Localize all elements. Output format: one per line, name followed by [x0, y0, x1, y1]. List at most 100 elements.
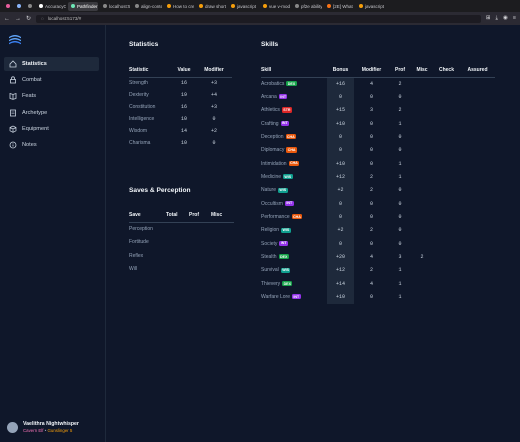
skill-prof-input[interactable]: 0: [398, 187, 402, 194]
skill-misc-input[interactable]: [411, 157, 433, 170]
skill-misc-input[interactable]: [411, 144, 433, 157]
sidebar-item-archetype[interactable]: Archetype: [4, 106, 99, 120]
reload-icon[interactable]: ↻: [26, 15, 32, 22]
browser-tab[interactable]: draw short: [196, 2, 226, 11]
skill-check-button[interactable]: [433, 90, 460, 103]
extensions-icon[interactable]: ⊞: [485, 15, 491, 21]
skill-prof-input[interactable]: 1: [398, 174, 402, 181]
address-bar[interactable]: ◌ localhost:5173/#: [36, 14, 481, 23]
skill-assured-toggle[interactable]: [460, 104, 495, 117]
sidebar-item-equipment[interactable]: Equipment: [4, 122, 99, 136]
skill-assured-toggle[interactable]: [460, 291, 495, 304]
browser-tab[interactable]: [25, 2, 34, 11]
skill-misc-input[interactable]: [411, 197, 433, 210]
menu-icon[interactable]: ≡: [512, 15, 516, 21]
skill-misc-input[interactable]: [411, 170, 433, 183]
skill-misc-input[interactable]: [411, 224, 433, 237]
character-profile[interactable]: Vaelithra Nightwhisper Cavern Elf • Guns…: [7, 421, 79, 433]
downloads-icon[interactable]: ⤓: [495, 15, 498, 21]
back-icon[interactable]: ←: [4, 15, 10, 22]
skill-check-button[interactable]: [433, 264, 460, 277]
skill-prof-input[interactable]: 0: [398, 240, 402, 247]
stat-value-input[interactable]: 16: [180, 80, 187, 87]
save-prof[interactable]: [189, 249, 211, 263]
skill-misc-input[interactable]: [411, 130, 433, 143]
skill-check-button[interactable]: [433, 144, 460, 157]
skill-check-button[interactable]: [433, 237, 460, 250]
skill-prof-input[interactable]: 2: [398, 80, 402, 87]
skill-check-button[interactable]: [433, 130, 460, 143]
skill-prof-input[interactable]: 2: [398, 107, 402, 114]
skill-assured-toggle[interactable]: [460, 130, 495, 143]
skill-assured-toggle[interactable]: [460, 170, 495, 183]
skill-assured-toggle[interactable]: [460, 90, 495, 103]
skill-prof-input[interactable]: 0: [398, 214, 402, 221]
skill-prof-input[interactable]: 3: [398, 254, 402, 261]
skill-prof-input[interactable]: 0: [398, 227, 402, 234]
skill-prof-input[interactable]: 1: [398, 294, 402, 301]
save-prof[interactable]: [189, 236, 211, 250]
save-misc[interactable]: [211, 263, 234, 277]
browser-tab[interactable]: How to cre: [164, 2, 194, 11]
stat-value-input[interactable]: 10: [180, 116, 187, 122]
skill-assured-toggle[interactable]: [460, 264, 495, 277]
skill-misc-input[interactable]: [411, 104, 433, 117]
skill-assured-toggle[interactable]: [460, 77, 495, 90]
skill-prof-input[interactable]: 1: [398, 120, 402, 127]
sidebar-item-statistics[interactable]: Statistics: [4, 57, 99, 71]
skill-misc-input[interactable]: [411, 264, 433, 277]
skill-check-button[interactable]: [433, 224, 460, 237]
skill-check-button[interactable]: [433, 250, 460, 263]
skill-misc-input[interactable]: [411, 90, 433, 103]
skill-misc-input[interactable]: [411, 291, 433, 304]
browser-tab[interactable]: javascript: [228, 2, 258, 11]
browser-tab[interactable]: [14, 2, 23, 11]
app-logo-icon[interactable]: [8, 34, 22, 45]
skill-check-button[interactable]: [433, 277, 460, 290]
skill-misc-input[interactable]: [411, 117, 433, 130]
skill-misc-input[interactable]: [411, 184, 433, 197]
browser-tab[interactable]: align-conte: [132, 2, 162, 11]
stat-value-input[interactable]: 16: [180, 104, 187, 110]
browser-tab[interactable]: AccuracyCo: [36, 2, 66, 11]
skill-misc-input[interactable]: [411, 237, 433, 250]
account-icon[interactable]: ◉: [502, 15, 508, 21]
skill-prof-input[interactable]: 0: [398, 94, 402, 101]
stat-value-input[interactable]: 10: [180, 140, 187, 146]
skill-assured-toggle[interactable]: [460, 277, 495, 290]
skill-misc-input[interactable]: 2: [420, 254, 424, 261]
skill-assured-toggle[interactable]: [460, 224, 495, 237]
browser-tab[interactable]: Pathfinder: [68, 1, 98, 11]
skill-assured-toggle[interactable]: [460, 184, 495, 197]
skill-assured-toggle[interactable]: [460, 144, 495, 157]
skill-check-button[interactable]: [433, 291, 460, 304]
skill-check-button[interactable]: [433, 104, 460, 117]
skill-misc-input[interactable]: [411, 277, 433, 290]
stat-value-input[interactable]: 14: [180, 128, 187, 134]
skill-assured-toggle[interactable]: [460, 157, 495, 170]
forward-icon[interactable]: →: [15, 15, 21, 22]
browser-tab[interactable]: [3, 2, 12, 11]
stat-value-input[interactable]: 19: [180, 92, 187, 98]
save-misc[interactable]: [211, 249, 234, 263]
skill-check-button[interactable]: [433, 117, 460, 130]
skill-assured-toggle[interactable]: [460, 237, 495, 250]
skill-assured-toggle[interactable]: [460, 197, 495, 210]
skill-check-button[interactable]: [433, 210, 460, 223]
browser-tab[interactable]: javascript: [356, 2, 386, 11]
skill-prof-input[interactable]: 0: [398, 147, 402, 154]
browser-tab[interactable]: pf2e ability: [292, 2, 322, 11]
skill-misc-input[interactable]: [411, 77, 433, 90]
sidebar-item-feats[interactable]: Feats: [4, 89, 99, 103]
save-misc[interactable]: [211, 222, 234, 236]
sidebar-item-notes[interactable]: Notes: [4, 138, 99, 152]
skill-assured-toggle[interactable]: [460, 117, 495, 130]
browser-tab[interactable]: vue v-mod: [260, 2, 290, 11]
sidebar-item-combat[interactable]: Combat: [4, 73, 99, 87]
browser-tab[interactable]: [2E] What i: [324, 2, 354, 11]
skill-check-button[interactable]: [433, 170, 460, 183]
save-prof[interactable]: [189, 222, 211, 236]
skill-check-button[interactable]: [433, 157, 460, 170]
save-prof[interactable]: [189, 263, 211, 277]
skill-check-button[interactable]: [433, 197, 460, 210]
